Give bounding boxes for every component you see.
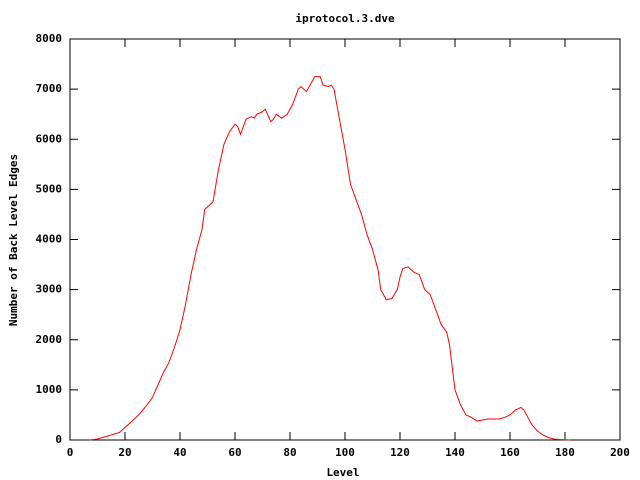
x-tick-label: 60 [228, 446, 241, 459]
y-tick-label: 2000 [36, 333, 63, 346]
x-tick-label: 180 [555, 446, 575, 459]
x-axis-label: Level [326, 466, 359, 479]
x-tick-label: 20 [118, 446, 131, 459]
y-tick-label: 7000 [36, 82, 63, 95]
y-tick-label: 3000 [36, 283, 63, 296]
x-tick-label: 100 [335, 446, 355, 459]
chart-title: iprotocol.3.dve [295, 12, 395, 25]
x-tick-label: 40 [173, 446, 186, 459]
y-tick-label: 0 [55, 433, 62, 446]
x-tick-label: 0 [67, 446, 74, 459]
y-tick-label: 1000 [36, 383, 63, 396]
x-tick-label: 160 [500, 446, 520, 459]
y-axis-label: Number of Back Level Edges [7, 154, 20, 326]
y-tick-label: 4000 [36, 233, 63, 246]
y-tick-label: 5000 [36, 182, 63, 195]
x-tick-label: 200 [610, 446, 630, 459]
x-tick-label: 120 [390, 446, 410, 459]
data-line [89, 76, 571, 441]
y-tick-label: 6000 [36, 132, 63, 145]
x-tick-label: 80 [283, 446, 296, 459]
plot-frame [69, 38, 621, 441]
x-tick-label: 140 [445, 446, 465, 459]
y-tick-label: 8000 [36, 32, 63, 45]
